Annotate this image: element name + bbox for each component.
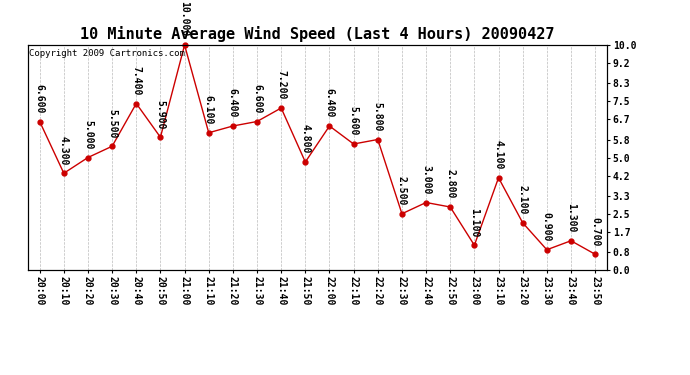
Text: Copyright 2009 Cartronics.com: Copyright 2009 Cartronics.com [29,50,185,58]
Text: 5.900: 5.900 [155,99,166,129]
Text: 4.300: 4.300 [59,135,69,165]
Text: 7.200: 7.200 [276,70,286,100]
Text: 2.800: 2.800 [445,169,455,199]
Text: 5.500: 5.500 [107,108,117,138]
Text: 5.800: 5.800 [373,102,383,131]
Text: 0.700: 0.700 [590,216,600,246]
Text: 2.500: 2.500 [397,176,407,206]
Text: 4.800: 4.800 [300,124,310,154]
Text: 5.600: 5.600 [348,106,359,136]
Text: 6.100: 6.100 [204,95,214,124]
Text: 6.600: 6.600 [252,84,262,113]
Text: 4.100: 4.100 [493,140,504,170]
Text: 0.900: 0.900 [542,212,552,242]
Text: 7.400: 7.400 [131,66,141,95]
Text: 3.000: 3.000 [421,165,431,194]
Text: 2.100: 2.100 [518,185,528,214]
Text: 10.000: 10.000 [179,2,190,37]
Text: 5.000: 5.000 [83,120,93,149]
Text: 6.400: 6.400 [324,88,335,118]
Text: 1.300: 1.300 [566,203,576,232]
Text: 1.100: 1.100 [469,207,480,237]
Text: 6.400: 6.400 [228,88,238,118]
Title: 10 Minute Average Wind Speed (Last 4 Hours) 20090427: 10 Minute Average Wind Speed (Last 4 Hou… [80,27,555,42]
Text: 6.600: 6.600 [34,84,45,113]
